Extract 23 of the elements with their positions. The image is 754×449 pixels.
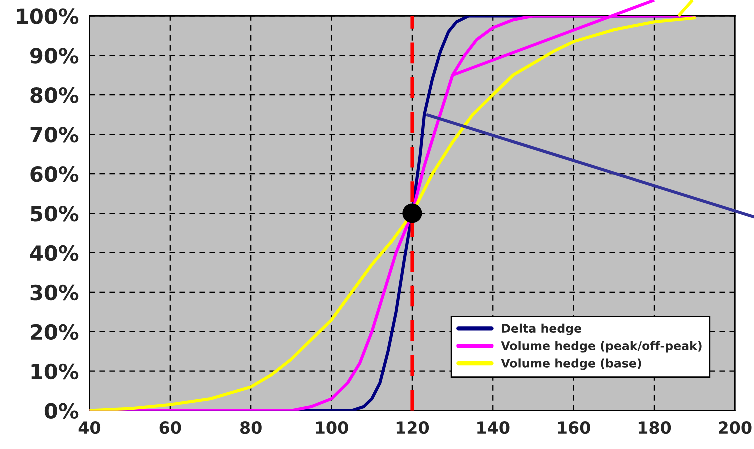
y-tick-label: 0% [44, 403, 79, 420]
x-tick-label: 60 [160, 422, 182, 434]
y-tick-label: 90% [30, 48, 79, 64]
x-tick-label: 140 [478, 422, 510, 434]
legend-label: Volume hedge (base) [501, 358, 642, 370]
y-tick-label: 10% [32, 364, 79, 380]
x-tick-label: 200 [719, 422, 752, 434]
y-tick-label: 80% [30, 88, 79, 104]
y-tick-label: 100% [17, 8, 79, 24]
y-tick-label: 60% [30, 166, 79, 182]
x-tick-label: 160 [558, 422, 590, 434]
x-tick-label: 80 [240, 422, 262, 434]
y-tick-label: 20% [31, 324, 79, 340]
y-tick-label: 50% [31, 206, 79, 222]
x-tick-label: 40 [78, 422, 101, 434]
y-tick-label: 70% [30, 127, 79, 143]
y-tick-label: 30% [30, 284, 79, 301]
y-tick-label: 40% [30, 245, 79, 262]
legend-label: Delta hedge [502, 324, 582, 336]
x-tick-label: 120 [396, 422, 430, 434]
legend-label: Volume hedge (peak/off-peak) [501, 341, 702, 353]
x-tick-label: 100 [316, 422, 348, 434]
x-tick-label: 180 [638, 422, 672, 434]
